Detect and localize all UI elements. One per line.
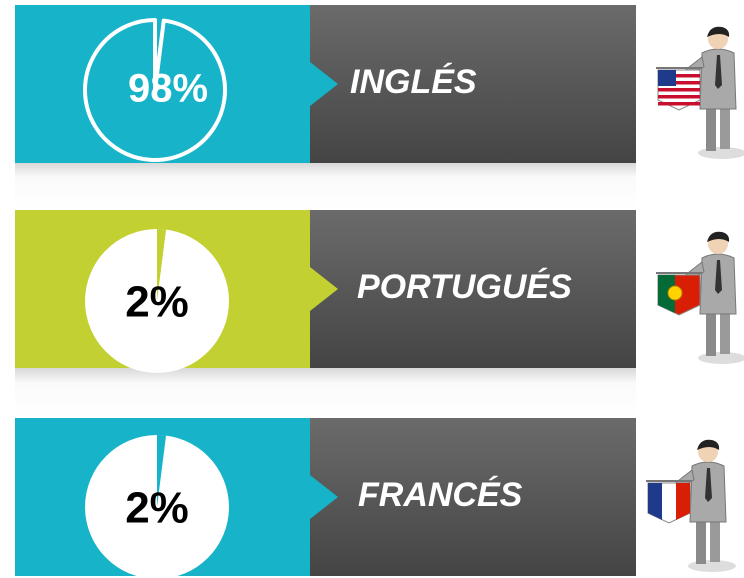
leg	[706, 308, 716, 356]
pie-sector	[83, 18, 227, 162]
hair	[707, 26, 730, 37]
flag-stripe	[658, 74, 700, 78]
hair	[707, 231, 730, 242]
flag-group	[647, 482, 691, 524]
label-panel	[310, 5, 636, 163]
flag-group	[657, 69, 701, 111]
tie	[715, 55, 722, 89]
person-figure	[646, 439, 736, 572]
flag-group	[657, 274, 701, 316]
separator	[15, 368, 636, 418]
panel-arrow	[310, 475, 338, 519]
flag-red	[676, 483, 690, 520]
leg	[720, 103, 730, 149]
percent-label: 2%	[125, 484, 189, 533]
language-label: PORTUGUÉS	[357, 268, 572, 306]
flag-stripe	[658, 88, 700, 92]
leg	[706, 103, 716, 151]
leg	[710, 516, 720, 562]
hair	[697, 439, 720, 450]
person-figure	[656, 231, 744, 364]
leg	[696, 516, 706, 564]
flag-green	[658, 275, 675, 313]
label-panel	[310, 418, 636, 576]
label-panel	[310, 210, 636, 368]
panel-arrow	[310, 62, 338, 106]
panel-arrow	[310, 267, 338, 311]
flag-stripe	[658, 81, 700, 85]
flag-stripe	[658, 102, 700, 106]
person-figure	[656, 26, 744, 159]
flag-emblem	[667, 285, 683, 301]
pie-sector	[157, 229, 167, 301]
tie	[705, 468, 712, 502]
leg	[720, 308, 730, 354]
flag-canton	[658, 70, 676, 86]
pie-sector	[157, 435, 167, 507]
flag-blue	[648, 483, 662, 520]
separator	[15, 163, 636, 210]
language-label: INGLÉS	[350, 63, 477, 101]
percent-label: 98%	[128, 67, 208, 111]
percent-label: 2%	[125, 278, 189, 327]
flag-stripe	[658, 95, 700, 99]
language-label: FRANCÉS	[358, 476, 523, 514]
tie	[715, 260, 722, 294]
